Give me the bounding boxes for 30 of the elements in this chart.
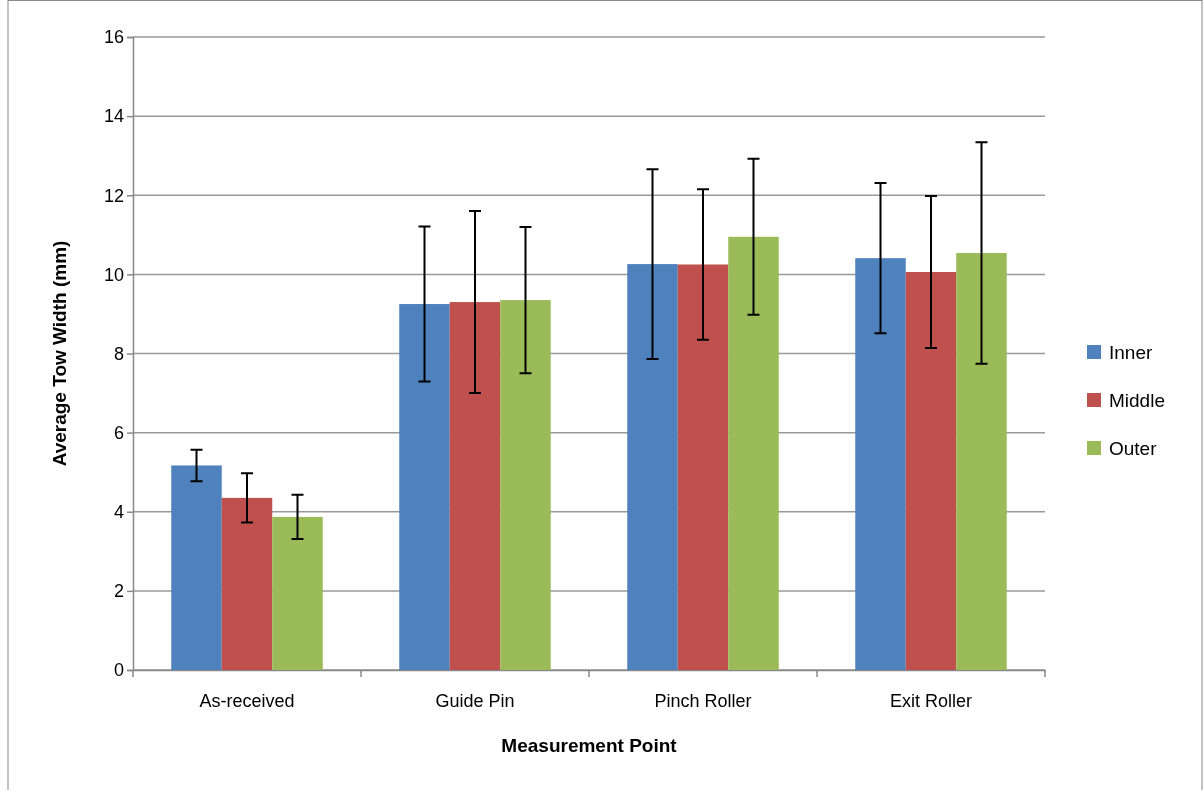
y-axis-title: Average Tow Width (mm) (49, 240, 70, 467)
bar (500, 300, 551, 670)
bar (221, 497, 273, 670)
y-tick-label: 12 (103, 185, 124, 206)
y-tick-label: 6 (113, 422, 124, 443)
x-axis-title: Measurement Point (501, 735, 678, 756)
y-tick-label: 2 (113, 581, 124, 602)
bar (272, 516, 323, 670)
bar (171, 465, 222, 670)
bar (855, 258, 906, 670)
x-tick-label: Pinch Roller (654, 690, 752, 711)
y-tick-label: 14 (103, 106, 124, 127)
bar (677, 264, 729, 670)
y-tick-label: 4 (113, 502, 124, 523)
bar (956, 253, 1007, 670)
y-tick-label: 10 (103, 264, 124, 285)
y-tick-label: 16 (103, 27, 124, 48)
x-tick-label: Guide Pin (435, 690, 515, 711)
x-tick-label: Exit Roller (889, 690, 973, 711)
legend-label: Inner (1109, 342, 1153, 363)
bar (627, 264, 678, 670)
y-tick-label: 8 (113, 343, 124, 364)
y-tick-label: 0 (113, 660, 124, 681)
bar (449, 302, 501, 670)
legend-label: Middle (1109, 390, 1165, 411)
bar (399, 304, 450, 670)
legend-label: Outer (1109, 438, 1158, 459)
bar (728, 236, 779, 670)
bar (905, 272, 957, 670)
x-tick-label: As-received (199, 690, 295, 711)
